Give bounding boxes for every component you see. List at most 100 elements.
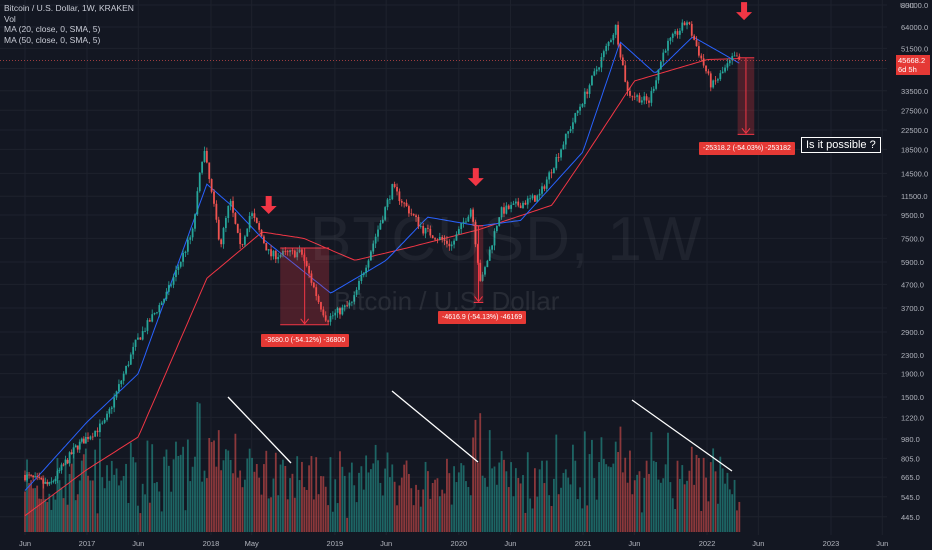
candle-body-92 — [232, 200, 234, 213]
candle-body-18 — [60, 464, 63, 471]
candle-body-196 — [479, 262, 482, 281]
candle-body-187 — [457, 229, 460, 235]
volume-bar-197 — [481, 475, 484, 532]
volume-bar-234 — [569, 484, 572, 532]
volume-bar-86 — [217, 430, 220, 532]
candle-body-197 — [481, 274, 484, 281]
volume-bar-224 — [545, 460, 548, 532]
volume-bar-79 — [201, 481, 204, 532]
volume-bar-77 — [196, 402, 199, 532]
volume-bar-265 — [643, 477, 646, 532]
candle-body-124 — [308, 265, 310, 274]
volume-bar-200 — [488, 430, 491, 532]
volume-bar-211 — [514, 468, 517, 532]
volume-bar-300 — [726, 472, 729, 532]
candle-body-11 — [46, 481, 49, 485]
volume-bar-276 — [669, 482, 672, 532]
candle-body-17 — [58, 470, 61, 471]
candle-body-6 — [36, 476, 39, 477]
volume-bar-63 — [163, 456, 165, 532]
volume-bar-106 — [265, 450, 268, 532]
volume-bar-214 — [522, 475, 524, 532]
volume-bar-247 — [600, 437, 603, 532]
volume-bar-134 — [331, 511, 334, 532]
candle-body-0 — [24, 474, 26, 481]
candle-body-126 — [312, 282, 315, 288]
indicator-ma20[interactable]: MA (20, close, 0, SMA, 5) — [4, 24, 101, 34]
candle-body-112 — [279, 254, 282, 257]
candle-body-31 — [87, 437, 89, 440]
candle-body-145 — [358, 280, 360, 290]
volume-bar-260 — [631, 494, 634, 532]
volume-bar-185 — [453, 466, 455, 532]
candle-body-29 — [82, 438, 85, 444]
volume-bar-181 — [443, 493, 446, 532]
volume-bar-242 — [588, 454, 591, 532]
volume-bar-208 — [507, 487, 510, 532]
volume-bar-241 — [586, 505, 589, 532]
volume-bar-133 — [329, 457, 332, 532]
candle-body-292 — [707, 71, 710, 74]
volume-bar-235 — [572, 444, 574, 532]
candle-body-117 — [291, 250, 294, 252]
candle-body-41 — [110, 407, 113, 409]
candle-body-275 — [667, 40, 669, 51]
candle-body-232 — [564, 133, 567, 145]
y-tick-17: 1900.0 — [901, 370, 924, 379]
candle-body-185 — [453, 240, 455, 245]
candle-body-55 — [144, 330, 146, 332]
chart-title[interactable]: Bitcoin / U.S. Dollar, 1W, KRAKEN — [4, 3, 134, 13]
candle-body-45 — [120, 380, 123, 385]
candle-body-162 — [398, 191, 401, 202]
candle-body-57 — [148, 320, 151, 322]
candle-body-236 — [574, 113, 577, 123]
volume-bar-24 — [72, 447, 75, 532]
volume-bar-186 — [455, 482, 458, 532]
volume-bar-57 — [148, 502, 151, 532]
volume-bar-153 — [377, 460, 379, 532]
price-axis[interactable]: 80000.064000.051500.042000.033500.027500… — [887, 0, 932, 550]
candle-body-173 — [424, 227, 427, 234]
volume-bar-143 — [353, 485, 356, 532]
candle-body-88 — [222, 228, 225, 245]
candle-body-148 — [365, 267, 368, 274]
volume-bar-107 — [267, 498, 270, 532]
volume-bar-228 — [555, 434, 558, 532]
y-tick-23: 545.0 — [901, 493, 920, 502]
volume-bar-87 — [220, 470, 223, 532]
candle-body-2 — [28, 474, 30, 476]
candle-body-264 — [640, 100, 643, 103]
volume-bar-287 — [695, 454, 698, 532]
candle-body-27 — [78, 441, 81, 450]
candle-body-64 — [165, 291, 168, 299]
time-axis[interactable]: Jun 2017 Jun 2018 May 2019 Jun 2020 Jun 2021 Jun 20… — [19, 539, 888, 548]
volume-bars — [24, 402, 741, 532]
volume-bar-131 — [324, 486, 327, 532]
volume-bar-230 — [560, 487, 562, 532]
candle-body-257 — [624, 65, 627, 82]
volume-bar-16 — [56, 458, 59, 532]
indicator-vol[interactable]: Vol — [4, 13, 16, 24]
candle-body-143 — [353, 294, 356, 302]
volume-bar-121 — [301, 461, 303, 532]
candle-body-245 — [595, 69, 598, 72]
candle-body-20 — [64, 459, 67, 465]
candle-body-106 — [265, 243, 268, 251]
volume-bar-56 — [146, 440, 149, 532]
candle-body-279 — [676, 31, 679, 35]
candle-body-3 — [30, 475, 32, 476]
candle-body-277 — [671, 33, 674, 38]
candle-body-198 — [484, 267, 486, 275]
volume-bar-14 — [52, 494, 55, 532]
candle-body-188 — [460, 223, 463, 230]
candle-body-16 — [56, 470, 59, 479]
volume-bar-271 — [657, 479, 660, 532]
indicator-ma50[interactable]: MA (50, close, 0, SMA, 5) — [4, 34, 101, 45]
down-arrow-1 — [467, 168, 484, 187]
candle-body-8 — [40, 477, 43, 480]
candle-body-252 — [612, 34, 615, 41]
symbol-watermark: BTCUSD, 1W — [310, 205, 703, 274]
volume-bar-272 — [659, 482, 662, 532]
candle-body-113 — [282, 251, 284, 255]
